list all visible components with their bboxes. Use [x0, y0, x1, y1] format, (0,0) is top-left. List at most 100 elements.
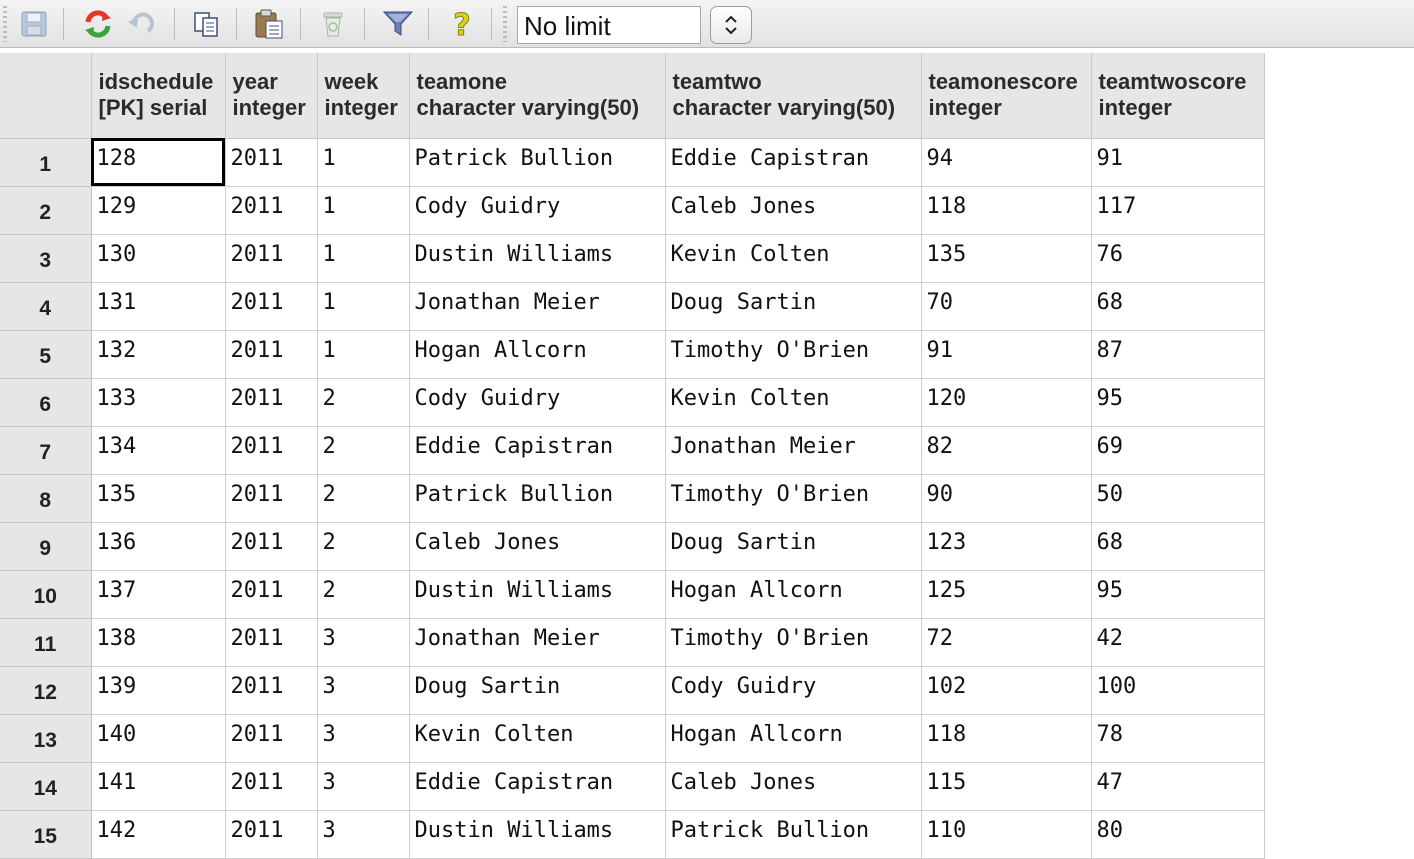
cell-teamone[interactable]: Cody Guidry — [409, 186, 666, 235]
cell-week[interactable]: 1 — [317, 186, 410, 235]
table-row[interactable]: 14 141 2011 3 Eddie Capistran Caleb Jones 115 4… — [0, 762, 1265, 811]
table-row[interactable]: 2 129 2011 1 Cody Guidry Caleb Jones 118 117 — [0, 186, 1265, 235]
cell-teamonescore[interactable]: 125 — [921, 570, 1092, 619]
row-number[interactable]: 13 — [0, 714, 92, 763]
cell-idschedule[interactable]: 133 — [91, 378, 226, 427]
cell-teamonescore[interactable]: 91 — [921, 330, 1092, 379]
cell-idschedule[interactable]: 132 — [91, 330, 226, 379]
cell-teamone[interactable]: Dustin Williams — [409, 234, 666, 283]
cell-teamtwo[interactable]: Timothy O'Brien — [665, 618, 922, 667]
row-number[interactable]: 1 — [0, 138, 92, 187]
paste-button[interactable] — [251, 7, 287, 41]
copy-button[interactable] — [188, 7, 224, 41]
cell-teamonescore[interactable]: 110 — [921, 810, 1092, 859]
cell-teamonescore[interactable]: 115 — [921, 762, 1092, 811]
table-row[interactable]: 13 140 2011 3 Kevin Colten Hogan Allcorn 118 78 — [0, 714, 1265, 763]
cell-week[interactable]: 3 — [317, 714, 410, 763]
cell-year[interactable]: 2011 — [225, 570, 318, 619]
cell-teamtwoscore[interactable]: 91 — [1091, 138, 1265, 187]
cell-week[interactable]: 2 — [317, 474, 410, 523]
cell-teamonescore[interactable]: 94 — [921, 138, 1092, 187]
cell-year[interactable]: 2011 — [225, 378, 318, 427]
cell-idschedule[interactable]: 136 — [91, 522, 226, 571]
cell-teamtwoscore[interactable]: 68 — [1091, 282, 1265, 331]
cell-idschedule[interactable]: 140 — [91, 714, 226, 763]
table-row[interactable]: 5 132 2011 1 Hogan Allcorn Timothy O'Brien 91 8… — [0, 330, 1265, 379]
column-header-teamonescore[interactable]: teamonescore integer — [921, 53, 1092, 139]
cell-idschedule[interactable]: 135 — [91, 474, 226, 523]
cell-year[interactable]: 2011 — [225, 474, 318, 523]
cell-year[interactable]: 2011 — [225, 186, 318, 235]
row-number[interactable]: 4 — [0, 282, 92, 331]
row-number[interactable]: 7 — [0, 426, 92, 475]
cell-teamone[interactable]: Eddie Capistran — [409, 426, 666, 475]
filter-button[interactable] — [380, 7, 416, 41]
cell-year[interactable]: 2011 — [225, 762, 318, 811]
cell-teamtwo[interactable]: Cody Guidry — [665, 666, 922, 715]
row-number[interactable]: 6 — [0, 378, 92, 427]
table-row[interactable]: 7 134 2011 2 Eddie Capistran Jonathan Meier 82… — [0, 426, 1265, 475]
toolbar-grip[interactable] — [3, 6, 7, 42]
undo-button[interactable] — [123, 7, 159, 41]
cell-idschedule[interactable]: 128 — [91, 138, 226, 187]
cell-teamonescore[interactable]: 118 — [921, 186, 1092, 235]
row-number[interactable]: 15 — [0, 810, 92, 859]
cell-teamtwo[interactable]: Eddie Capistran — [665, 138, 922, 187]
cell-teamone[interactable]: Hogan Allcorn — [409, 330, 666, 379]
column-header-idschedule[interactable]: idschedule [PK] serial — [91, 53, 226, 139]
cell-teamonescore[interactable]: 118 — [921, 714, 1092, 763]
cell-week[interactable]: 2 — [317, 426, 410, 475]
cell-teamonescore[interactable]: 70 — [921, 282, 1092, 331]
cell-teamtwoscore[interactable]: 78 — [1091, 714, 1265, 763]
row-number[interactable]: 11 — [0, 618, 92, 667]
cell-year[interactable]: 2011 — [225, 138, 318, 187]
row-number[interactable]: 12 — [0, 666, 92, 715]
cell-teamone[interactable]: Jonathan Meier — [409, 618, 666, 667]
table-row[interactable]: 9 136 2011 2 Caleb Jones Doug Sartin 123 68 — [0, 522, 1265, 571]
cell-year[interactable]: 2011 — [225, 282, 318, 331]
cell-teamonescore[interactable]: 102 — [921, 666, 1092, 715]
cell-teamtwoscore[interactable]: 117 — [1091, 186, 1265, 235]
cell-teamonescore[interactable]: 72 — [921, 618, 1092, 667]
help-button[interactable]: ? — [444, 7, 480, 41]
cell-teamtwo[interactable]: Caleb Jones — [665, 186, 922, 235]
cell-week[interactable]: 1 — [317, 282, 410, 331]
cell-year[interactable]: 2011 — [225, 618, 318, 667]
cell-idschedule[interactable]: 131 — [91, 282, 226, 331]
cell-teamtwoscore[interactable]: 68 — [1091, 522, 1265, 571]
cell-year[interactable]: 2011 — [225, 714, 318, 763]
cell-teamonescore[interactable]: 90 — [921, 474, 1092, 523]
cell-teamtwo[interactable]: Patrick Bullion — [665, 810, 922, 859]
table-row[interactable]: 12 139 2011 3 Doug Sartin Cody Guidry 102 100 — [0, 666, 1265, 715]
cell-idschedule[interactable]: 141 — [91, 762, 226, 811]
table-row[interactable]: 8 135 2011 2 Patrick Bullion Timothy O'Brien 9… — [0, 474, 1265, 523]
table-row[interactable]: 10 137 2011 2 Dustin Williams Hogan Allcorn 12… — [0, 570, 1265, 619]
row-limit-select[interactable]: No limit — [517, 6, 701, 44]
cell-teamtwoscore[interactable]: 50 — [1091, 474, 1265, 523]
row-number[interactable]: 5 — [0, 330, 92, 379]
cell-teamtwo[interactable]: Timothy O'Brien — [665, 330, 922, 379]
table-row[interactable]: 11 138 2011 3 Jonathan Meier Timothy O'Brien 7… — [0, 618, 1265, 667]
row-number[interactable]: 3 — [0, 234, 92, 283]
cell-week[interactable]: 1 — [317, 234, 410, 283]
cell-teamtwoscore[interactable]: 47 — [1091, 762, 1265, 811]
cell-week[interactable]: 3 — [317, 810, 410, 859]
toolbar-grip[interactable] — [503, 6, 507, 42]
cell-teamone[interactable]: Caleb Jones — [409, 522, 666, 571]
cell-teamtwoscore[interactable]: 95 — [1091, 570, 1265, 619]
table-row[interactable]: 4 131 2011 1 Jonathan Meier Doug Sartin 70 68 — [0, 282, 1265, 331]
refresh-button[interactable] — [80, 7, 116, 41]
cell-teamone[interactable]: Kevin Colten — [409, 714, 666, 763]
cell-week[interactable]: 2 — [317, 522, 410, 571]
corner-cell[interactable] — [0, 53, 92, 139]
cell-teamtwoscore[interactable]: 95 — [1091, 378, 1265, 427]
cell-teamonescore[interactable]: 135 — [921, 234, 1092, 283]
row-number[interactable]: 9 — [0, 522, 92, 571]
cell-idschedule[interactable]: 142 — [91, 810, 226, 859]
cell-week[interactable]: 2 — [317, 378, 410, 427]
cell-year[interactable]: 2011 — [225, 330, 318, 379]
cell-week[interactable]: 3 — [317, 618, 410, 667]
cell-idschedule[interactable]: 139 — [91, 666, 226, 715]
cell-teamone[interactable]: Doug Sartin — [409, 666, 666, 715]
cell-teamtwoscore[interactable]: 87 — [1091, 330, 1265, 379]
